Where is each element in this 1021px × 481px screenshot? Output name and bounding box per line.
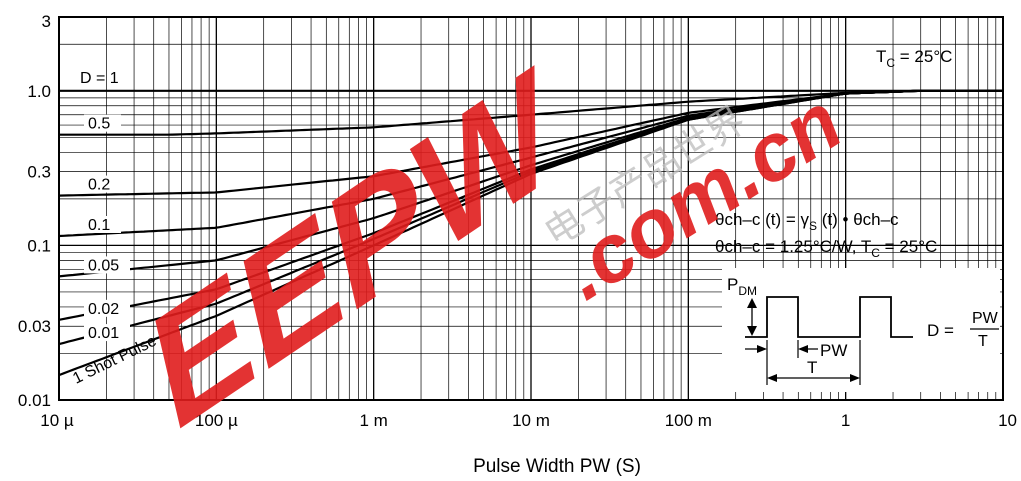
pulse-diagram: PDM PW T D = PW T — [722, 268, 1000, 392]
series-label-bg — [84, 256, 130, 274]
plot-frame — [58, 16, 1004, 401]
series-label-bg — [84, 216, 121, 234]
series-label-bg — [84, 175, 121, 193]
series-label: 0.05 — [88, 257, 119, 274]
pw-label: PW — [820, 341, 847, 360]
tc-subscript: C — [886, 56, 895, 70]
y-tick-label: 0.1 — [27, 236, 51, 255]
series-label-bg — [84, 324, 130, 342]
watermark-logo: EEPW — [122, 35, 591, 460]
series-label: 0.2 — [88, 177, 110, 194]
tc-annotation: TC = 25°C — [876, 47, 952, 70]
series-label: 0.01 — [88, 325, 119, 342]
x-tick-label: 100 m — [665, 411, 712, 430]
y-tick-label: 1.0 — [27, 82, 51, 101]
pdm-arrow-head-down — [747, 326, 757, 336]
y-tick-label: 0.01 — [18, 391, 51, 410]
equation-line-1: θch–c (t) = γS (t) • θch–c — [715, 210, 899, 233]
duty-denominator: T — [978, 333, 988, 350]
series-label: 0.5 — [88, 116, 110, 133]
series-label: 0.1 — [88, 217, 110, 234]
equation-line-2: θch–c = 1.25°C/W, TC = 25°C — [715, 237, 937, 260]
pw-arrow-head-left — [757, 345, 767, 353]
duty-numerator: PW — [972, 310, 999, 327]
y-tick-label: 0.3 — [27, 163, 51, 182]
pw-arrow-head-right — [798, 345, 808, 353]
y-tick-label: 0.03 — [18, 317, 51, 336]
x-axis-title: Pulse Width PW (S) — [473, 456, 641, 477]
series-label-bg — [84, 299, 130, 317]
t-label: T — [807, 358, 817, 377]
x-tick-label: 10 µ — [40, 411, 74, 430]
curves — [58, 89, 1003, 377]
x-tick-label: 1 m — [359, 411, 387, 430]
x-tick-label: 100 µ — [195, 411, 238, 430]
tick-labels: 10 µ 100 µ 1 m 10 m 100 m 1 10 0.01 0.03 0.1 0.3 1.… — [18, 12, 1017, 430]
pdm-arrow-head-up — [747, 298, 757, 308]
x-tick-label: 1 — [841, 411, 850, 430]
series-line-7 — [58, 89, 1003, 377]
t-arrow-head-left — [767, 374, 777, 382]
series-label: 0.02 — [88, 301, 119, 318]
x-tick-label: 10 m — [512, 411, 550, 430]
pulse-waveform — [745, 296, 913, 338]
series-label-bg — [84, 114, 121, 132]
series-label: D = 1 — [80, 70, 119, 87]
t-arrow-head-right — [850, 374, 860, 382]
duty-label: D = — [927, 321, 954, 340]
pdm-label: PDM — [727, 275, 757, 298]
x-tick-label: 10 — [998, 411, 1017, 430]
y-tick-label: 3 — [42, 12, 51, 31]
